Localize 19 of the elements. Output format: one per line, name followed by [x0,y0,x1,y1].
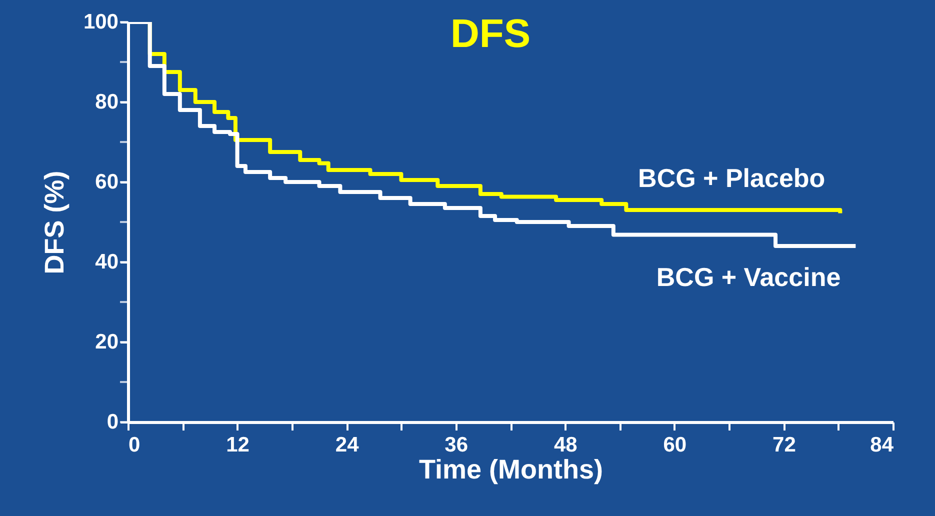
x-tick-label: 48 [554,434,578,456]
chart-title: DFS [450,12,530,56]
x-tick-label: 60 [663,434,687,456]
y-tick-label: 0 [106,410,118,434]
x-axis-title: Time (Months) [419,454,603,484]
x-tick-label: 84 [870,434,894,456]
series-label: BCG + Vaccine [656,262,841,292]
y-axis-title: DFS (%) [39,170,70,274]
y-tick-label: 80 [95,90,118,114]
series-label: BCG + Placebo [638,163,826,194]
x-tick-label: 0 [128,434,140,456]
x-tick-label: 24 [335,434,360,456]
y-tick-label: 40 [95,250,118,274]
x-tick-label: 36 [444,434,468,456]
x-tick-label: 72 [772,434,796,456]
x-tick-label: 12 [226,434,250,456]
y-tick-label: 100 [83,10,118,34]
y-tick-label: 20 [95,330,118,354]
y-tick-label: 60 [95,170,118,194]
